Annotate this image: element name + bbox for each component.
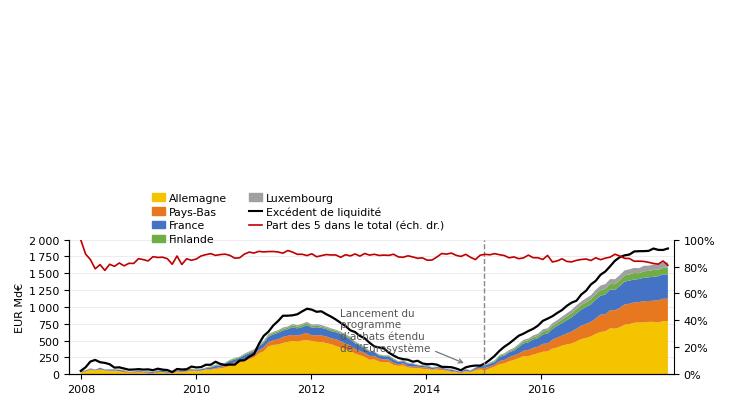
Legend: Allemagne, Pays-Bas, France, Finlande, Luxembourg, Excédent de liquidité, Part d: Allemagne, Pays-Bas, France, Finlande, L… [147, 189, 448, 249]
Text: Lancement du
programme
d’achats étendu
de l’Eurosystème: Lancement du programme d’achats étendu d… [339, 308, 463, 363]
Y-axis label: EUR Md€: EUR Md€ [15, 282, 25, 332]
